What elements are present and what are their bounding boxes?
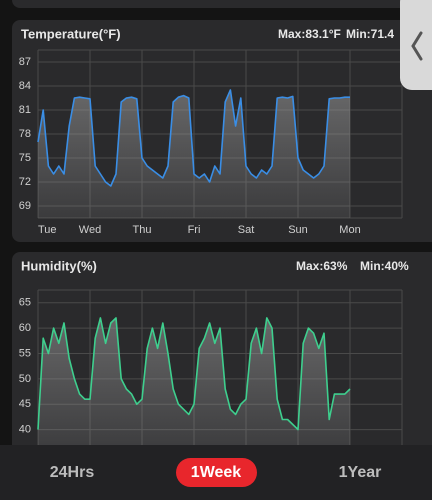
x-tick-label: Mon: [339, 224, 360, 236]
y-tick-label: 65: [19, 297, 31, 309]
y-tick-label: 72: [19, 176, 31, 188]
tab[interactable]: 1Year: [339, 464, 382, 481]
area: [38, 90, 350, 218]
x-tick-label: Fri: [188, 224, 201, 236]
y-tick-label: 84: [19, 80, 31, 92]
card: [12, 0, 432, 8]
min-label: Min:40%: [360, 259, 409, 273]
y-tick-label: 69: [19, 200, 31, 212]
x-tick-label: Tue: [38, 224, 57, 236]
tab[interactable]: 1Week: [191, 464, 242, 481]
x-tick-label: Wed: [79, 224, 101, 236]
y-tick-label: 81: [19, 104, 31, 116]
chevron-icon: [411, 31, 423, 61]
side-handle[interactable]: [400, 0, 432, 90]
y-tick-label: 50: [19, 373, 31, 385]
chart-title: Humidity(%): [21, 258, 97, 273]
area: [38, 317, 350, 455]
y-tick-label: 40: [19, 424, 31, 436]
x-tick-label: Sun: [288, 224, 308, 236]
x-tick-label: Thu: [133, 224, 152, 236]
y-tick-label: 60: [19, 322, 31, 334]
max-label: Max:83.1°F: [278, 27, 341, 41]
y-tick-label: 55: [19, 347, 31, 359]
y-tick-label: 78: [19, 128, 31, 140]
chart-title: Temperature(°F): [21, 26, 121, 41]
y-tick-label: 45: [19, 398, 31, 410]
min-label: Min:71.4: [346, 27, 394, 41]
y-tick-label: 87: [19, 56, 31, 68]
tab-highlight: [176, 458, 257, 487]
charts: Temperature(°F) Max:83.1°F Min:71.4 69 72 75 7…: [12, 20, 432, 492]
max-label: Max:63%: [296, 259, 348, 273]
x-tick-label: Sat: [238, 224, 255, 236]
line: [37, 89, 350, 187]
y-tick-label: 75: [19, 152, 31, 164]
line: [37, 317, 351, 431]
tab[interactable]: 24Hrs: [50, 464, 95, 481]
